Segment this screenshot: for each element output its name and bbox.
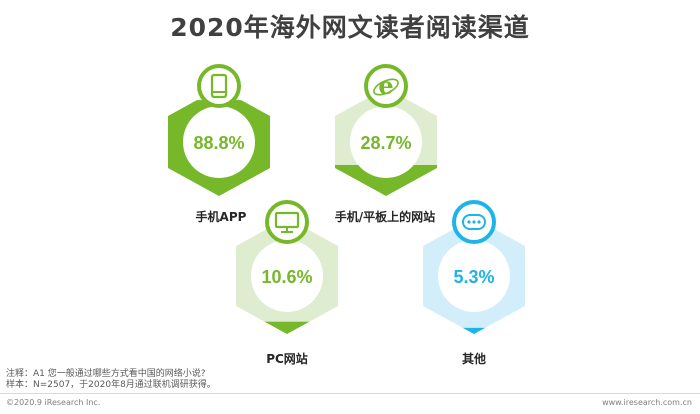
hex-fill-bar [236, 321, 338, 334]
footer-note: 注释：A1 您一般通过哪些方式看中国的网络小说? [6, 369, 206, 379]
hex-group-2: 10.6% PC网站 [236, 200, 338, 366]
browser-e-icon: e [364, 64, 408, 108]
footer-divider [0, 393, 700, 394]
inner-circle [350, 106, 422, 178]
chart-title: 2020年海外网文读者阅读渠道 [170, 13, 530, 42]
copyright: ©2020.9 iResearch Inc. [6, 398, 101, 407]
tablet-icon [197, 64, 241, 108]
category-label: PC网站 [266, 351, 308, 366]
footer-sample: 样本：N=2507，于2020年8月通过联机调研获得。 [6, 380, 216, 390]
more-dots-icon [452, 200, 496, 244]
inner-circle [251, 240, 323, 312]
category-label: 其他 [462, 351, 486, 366]
hex-fill-bar [423, 327, 525, 334]
inner-circle [183, 106, 255, 178]
value-label: 5.3% [453, 267, 494, 287]
hex-group-1: 28.7% e 手机/平板上的网站 [335, 64, 437, 224]
category-label: 手机APP [196, 209, 247, 224]
svg-text:e: e [378, 71, 393, 100]
value-label: 88.8% [193, 133, 244, 153]
hex-group-0: 88.8% 手机APP [168, 64, 270, 224]
category-label: 手机/平板上的网站 [335, 209, 435, 224]
value-label: 28.7% [360, 133, 411, 153]
value-label: 10.6% [261, 267, 312, 287]
hex-group-3: 5.3% 其他 [423, 200, 525, 366]
website: www.iresearch.com.cn [602, 398, 692, 407]
monitor-icon [265, 200, 309, 244]
inner-circle [438, 240, 510, 312]
